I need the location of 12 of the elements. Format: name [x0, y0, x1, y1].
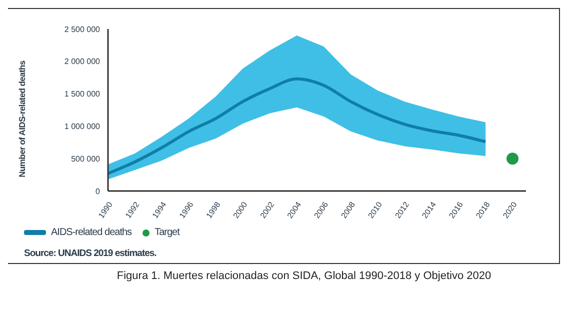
y-tick-label: 1 000 000 [64, 122, 101, 132]
legend-label: Target [154, 227, 180, 238]
line-series [108, 77, 488, 176]
y-tick-label: 0 [96, 186, 101, 196]
source-note: Source: UNAIDS 2019 estimates. [23, 248, 158, 259]
y-tick-label: 1 500 000 [64, 90, 101, 99]
legend-label: AIDS-related deaths [51, 227, 132, 238]
y-tick-label: 500 000 [71, 154, 101, 164]
y-axis-title: Number of AIDS-related deaths [17, 60, 27, 178]
y-tick-label: 2 500 000 [64, 24, 101, 34]
text: Figura 1. Muertes relacionadas con SIDA, Global 1990-2018 y Objetivo 2020 [116, 270, 492, 282]
y-tick-label: 2 000 000 [64, 57, 101, 66]
